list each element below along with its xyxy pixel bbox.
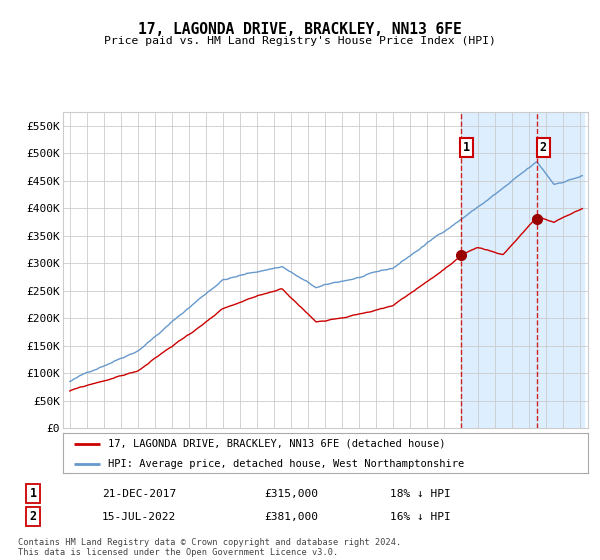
Text: 16% ↓ HPI: 16% ↓ HPI [390,512,451,522]
Bar [461,112,584,428]
Text: £315,000: £315,000 [264,489,318,499]
Text: 2: 2 [29,510,37,524]
Text: 18% ↓ HPI: 18% ↓ HPI [390,489,451,499]
Text: £381,000: £381,000 [264,512,318,522]
Text: Price paid vs. HM Land Registry's House Price Index (HPI): Price paid vs. HM Land Registry's House … [104,36,496,46]
Text: 17, LAGONDA DRIVE, BRACKLEY, NN13 6FE (detached house): 17, LAGONDA DRIVE, BRACKLEY, NN13 6FE (d… [107,439,445,449]
Text: 17, LAGONDA DRIVE, BRACKLEY, NN13 6FE: 17, LAGONDA DRIVE, BRACKLEY, NN13 6FE [138,22,462,38]
Text: HPI: Average price, detached house, West Northamptonshire: HPI: Average price, detached house, West… [107,459,464,469]
Text: 1: 1 [29,487,37,501]
Text: 21-DEC-2017: 21-DEC-2017 [102,489,176,499]
Text: 15-JUL-2022: 15-JUL-2022 [102,512,176,522]
Text: Contains HM Land Registry data © Crown copyright and database right 2024.
This d: Contains HM Land Registry data © Crown c… [18,538,401,557]
Text: 2: 2 [539,141,547,154]
Text: 1: 1 [463,141,470,154]
